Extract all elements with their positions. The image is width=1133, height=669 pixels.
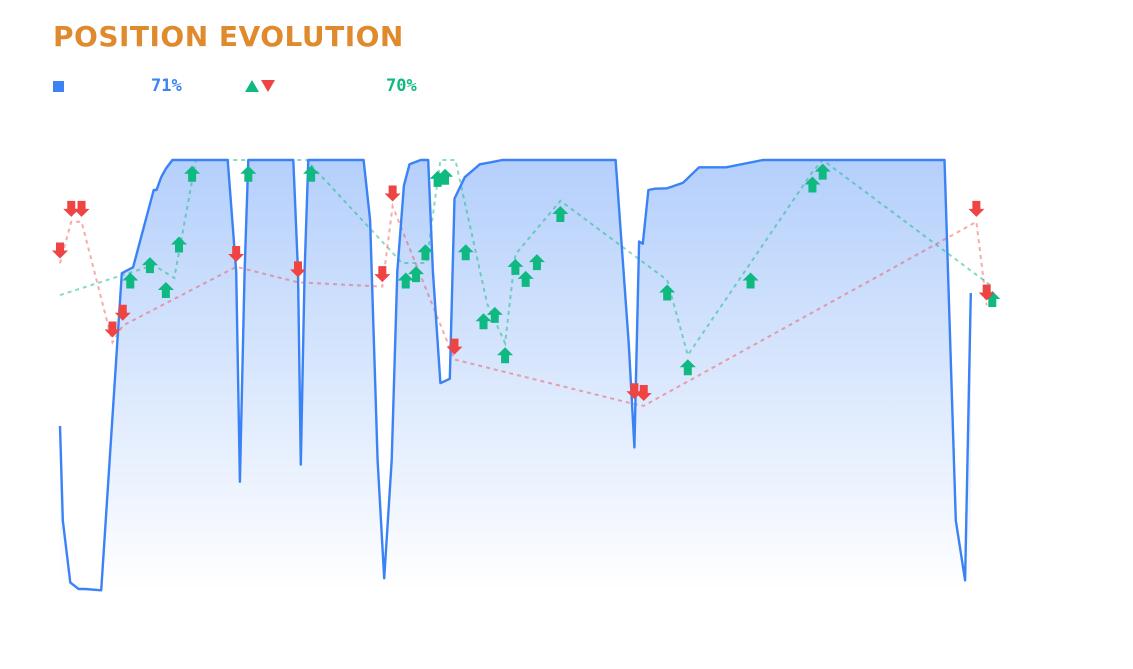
- buy-legend-icon: [245, 80, 259, 92]
- buy-arrow-icon: [486, 306, 503, 323]
- page-title: POSITION EVOLUTION: [53, 20, 404, 53]
- buy-arrow-icon: [157, 281, 174, 298]
- buy-arrow-icon: [679, 359, 696, 376]
- buy-trend-line: [59, 158, 993, 358]
- sell-arrow-icon: [635, 384, 652, 401]
- position-legend-swatch: [53, 81, 64, 92]
- buy-arrow-icon: [437, 168, 454, 185]
- sell-trend-line: [59, 202, 988, 407]
- sell-arrow-icon: [289, 261, 306, 278]
- buy-arrow-icon: [517, 270, 534, 287]
- signal-percentage: 70%: [386, 76, 417, 96]
- sell-arrow-icon: [374, 266, 391, 283]
- buy-arrow-icon: [408, 266, 425, 283]
- buy-arrow-icon: [141, 257, 158, 274]
- sell-arrow-icon: [978, 284, 995, 301]
- buy-arrow-icon: [804, 176, 821, 193]
- buy-arrow-icon: [475, 313, 492, 330]
- position-line: [58, 158, 972, 592]
- buy-arrow-icon: [122, 272, 139, 289]
- buy-arrow-icon: [303, 165, 320, 182]
- sell-arrow-icon: [384, 185, 401, 202]
- buy-arrow-icon: [814, 163, 831, 180]
- buy-arrow-icon: [552, 206, 569, 223]
- buy-arrow-icon: [457, 244, 474, 261]
- sell-arrow-icon: [52, 242, 68, 259]
- position-percentage: 71%: [151, 76, 182, 96]
- sell-arrow-icon: [228, 245, 245, 262]
- buy-arrow-icon: [742, 272, 759, 289]
- buy-arrow-icon: [417, 244, 434, 261]
- sell-arrow-icon: [968, 200, 985, 217]
- buy-arrow-icon: [397, 272, 414, 289]
- buy-arrow-icon: [184, 165, 201, 182]
- sell-arrow-icon: [114, 304, 131, 321]
- buy-arrow-icon: [497, 347, 514, 364]
- sell-arrow-icon: [446, 338, 463, 355]
- buy-arrow-icon: [240, 165, 257, 182]
- buy-arrow-icon: [528, 254, 545, 271]
- buy-arrow-icon: [659, 284, 676, 301]
- sell-legend-icon: [261, 80, 275, 92]
- sell-arrow-icon: [73, 200, 90, 217]
- legend: 71% 70%: [0, 74, 600, 98]
- buy-arrow-icon: [170, 236, 187, 253]
- position-area: [60, 160, 971, 591]
- sell-arrow-icon: [63, 200, 80, 217]
- buy-arrow-icon: [507, 258, 524, 275]
- sell-arrow-icon: [104, 321, 121, 338]
